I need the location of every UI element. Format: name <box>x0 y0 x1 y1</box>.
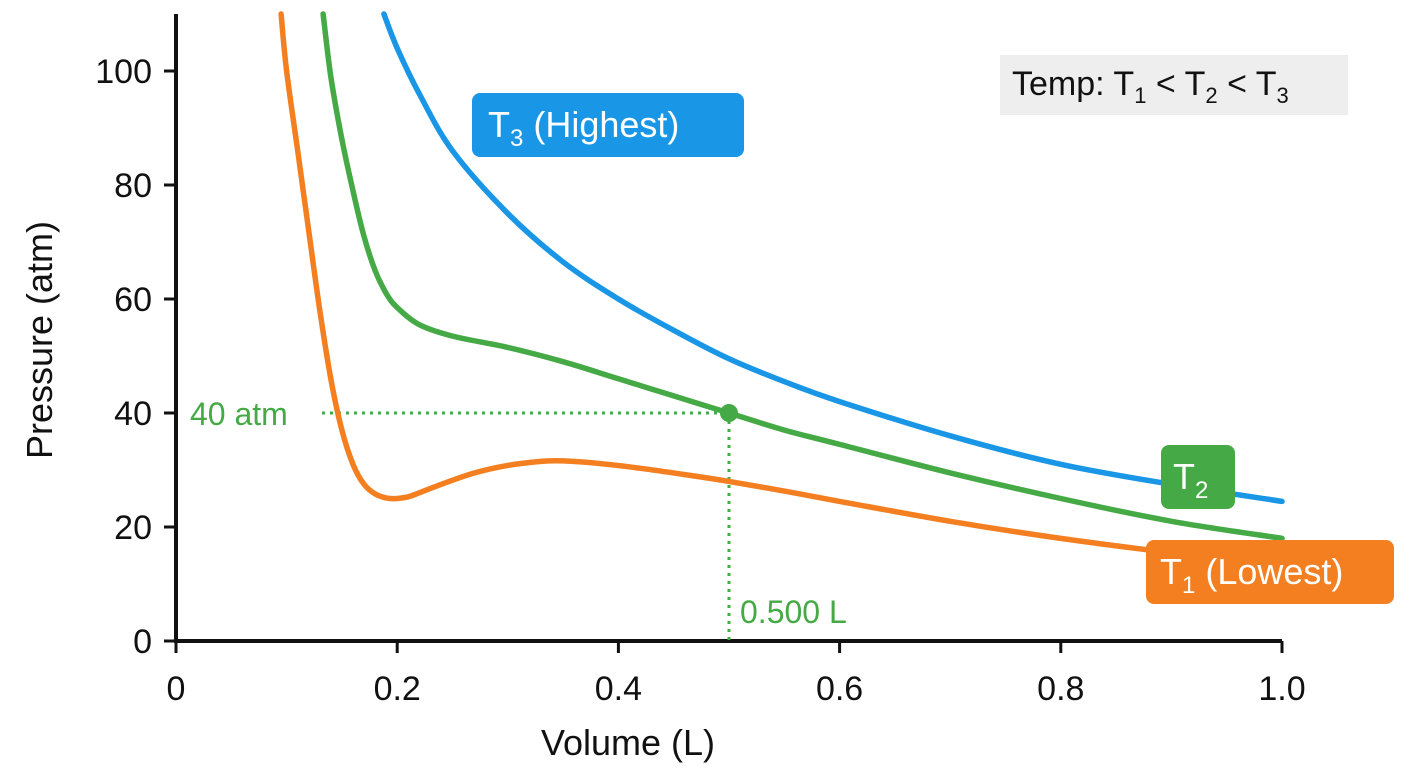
y-tick-label: 20 <box>114 509 152 547</box>
label-letter: T <box>488 104 510 145</box>
label-text-t2: T2 <box>1173 456 1208 504</box>
label-subscript: 1 <box>1182 572 1195 599</box>
temperature-legend: Temp: T1 < T2 < T3 <box>1000 55 1348 115</box>
x-tick-label: 0 <box>167 670 186 708</box>
label-suffix: (Highest) <box>523 104 679 145</box>
x-tick-label: 0.2 <box>374 670 421 708</box>
legend-text: Temp: T1 < T2 < T3 <box>1012 65 1289 108</box>
x-tick-label: 0.4 <box>595 670 642 708</box>
label-tag-t2 <box>1161 445 1235 509</box>
legend-letter: T <box>1256 65 1277 103</box>
axes: 0 0.2 0.4 0.6 0.8 1.0 0 20 40 60 80 100 Volume (L) Pr… <box>19 14 1306 763</box>
label-subscript: 2 <box>1195 477 1208 504</box>
y-tick-label: 100 <box>95 53 152 91</box>
guide-lines <box>322 411 731 641</box>
isotherm-t3-curve <box>381 11 1285 505</box>
legend-box <box>1000 55 1348 115</box>
legend-letter: T <box>1185 65 1206 103</box>
pressure-annotation: 40 atm <box>190 396 288 432</box>
isotherm-t1-curve <box>278 11 1285 567</box>
label-text-t3: T3 (Highest) <box>488 104 679 152</box>
label-tag-t3 <box>472 93 744 157</box>
legend-subscript: 1 <box>1134 83 1146 108</box>
legend-separator: < <box>1218 65 1256 103</box>
y-tick-label: 0 <box>133 623 152 661</box>
x-tick-label: 0.8 <box>1037 670 1084 708</box>
legend-separator: < <box>1146 65 1184 103</box>
label-tag-t1 <box>1146 540 1394 604</box>
highlight-point <box>720 404 738 422</box>
label-subscript: 3 <box>510 125 523 152</box>
volume-annotation: 0.500 L <box>740 594 847 630</box>
y-tick-label: 60 <box>114 281 152 319</box>
label-letter: T <box>1173 456 1195 497</box>
legend-letter: T <box>1113 65 1134 103</box>
y-tick-label: 80 <box>114 167 152 205</box>
y-axis-title: Pressure (atm) <box>19 221 60 459</box>
x-tick-label: 1.0 <box>1258 670 1305 708</box>
annotations: 40 atm 0.500 L <box>190 396 847 630</box>
label-text-t1: T1 (Lowest) <box>1160 551 1343 599</box>
isotherm-curves <box>278 11 1285 567</box>
label-suffix: (Lowest) <box>1195 551 1343 592</box>
y-tick-label: 40 <box>114 395 152 433</box>
isotherm-t2-curve <box>320 11 1285 542</box>
legend-subscript: 3 <box>1277 83 1289 108</box>
x-tick-label: 0.6 <box>816 670 863 708</box>
x-axis-title: Volume (L) <box>541 722 715 763</box>
legend-prefix: Temp: <box>1012 65 1113 103</box>
legend-subscript: 2 <box>1205 83 1217 108</box>
label-letter: T <box>1160 551 1182 592</box>
